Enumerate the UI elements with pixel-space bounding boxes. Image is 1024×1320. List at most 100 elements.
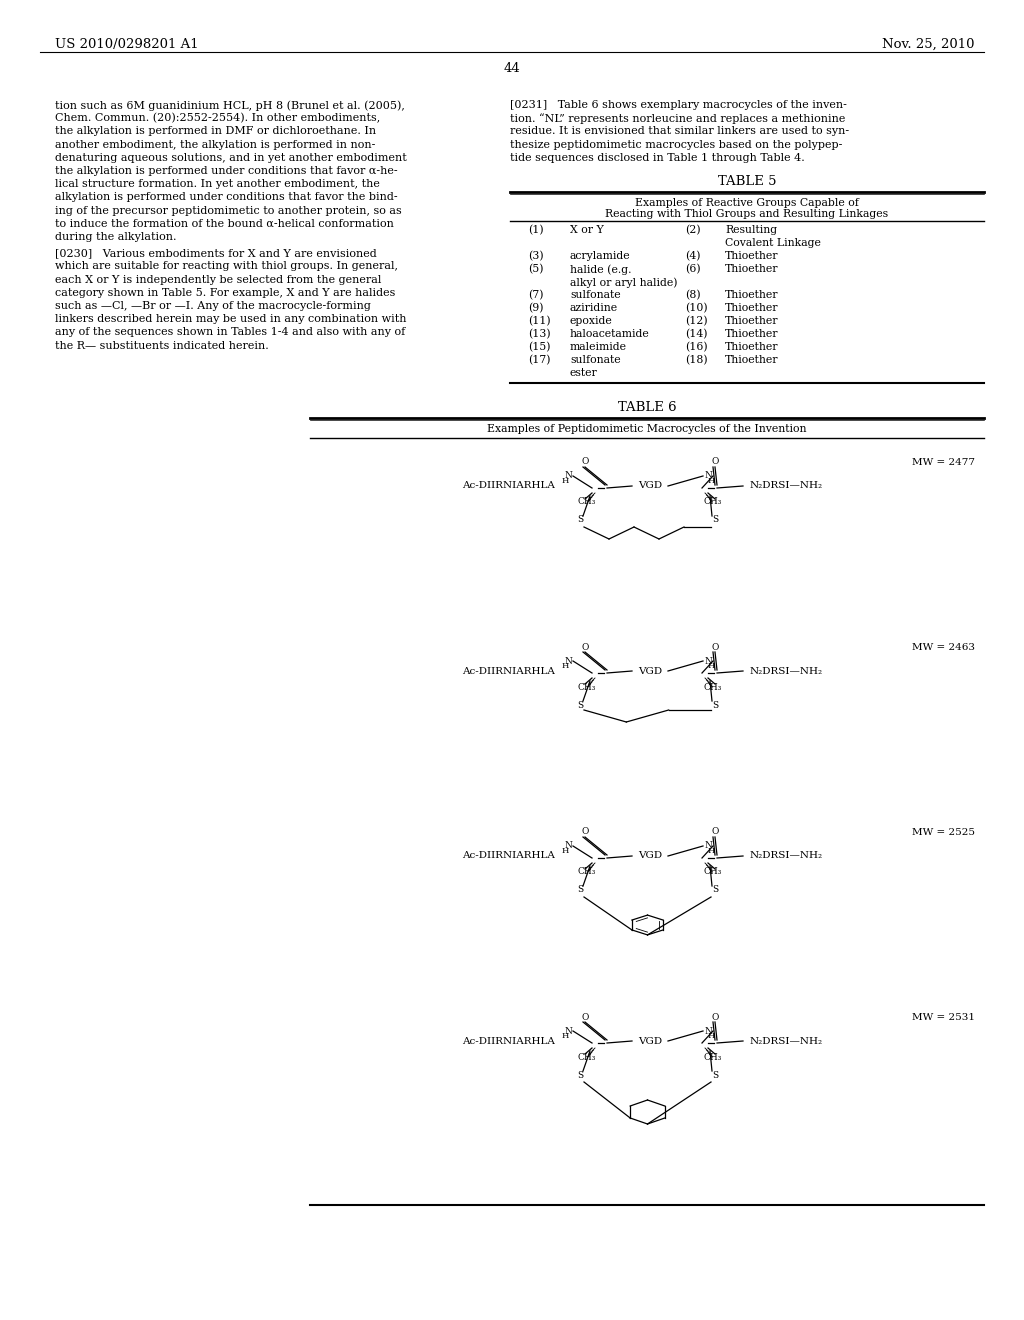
Text: [0230]   Various embodiments for X and Y are envisioned: [0230] Various embodiments for X and Y a… <box>55 248 377 259</box>
Text: tide sequences disclosed in Table 1 through Table 4.: tide sequences disclosed in Table 1 thro… <box>510 153 805 162</box>
Text: [0231]   Table 6 shows exemplary macrocycles of the inven-: [0231] Table 6 shows exemplary macrocycl… <box>510 100 847 110</box>
Text: CH₃: CH₃ <box>578 1052 596 1061</box>
Text: (4): (4) <box>685 251 700 261</box>
Text: haloacetamide: haloacetamide <box>570 329 650 339</box>
Text: Examples of Reactive Groups Capable of: Examples of Reactive Groups Capable of <box>635 198 859 209</box>
Text: ing of the precursor peptidomimetic to another protein, so as: ing of the precursor peptidomimetic to a… <box>55 206 401 215</box>
Text: S: S <box>712 701 718 710</box>
Text: epoxide: epoxide <box>570 315 612 326</box>
Text: S: S <box>577 516 583 524</box>
Text: Nov. 25, 2010: Nov. 25, 2010 <box>883 38 975 51</box>
Text: Reacting with Thiol Groups and Resulting Linkages: Reacting with Thiol Groups and Resulting… <box>605 209 889 219</box>
Text: (6): (6) <box>685 264 700 275</box>
Text: X or Y: X or Y <box>570 224 604 235</box>
Text: category shown in Table 5. For example, X and Y are halides: category shown in Table 5. For example, … <box>55 288 395 298</box>
Text: (1): (1) <box>528 224 544 235</box>
Text: (16): (16) <box>685 342 708 352</box>
Text: S: S <box>712 886 718 895</box>
Text: (5): (5) <box>528 264 544 275</box>
Text: H: H <box>708 847 715 855</box>
Text: O: O <box>712 828 719 837</box>
Text: (2): (2) <box>685 224 700 235</box>
Text: N₂DRSI—NH₂: N₂DRSI—NH₂ <box>750 482 823 491</box>
Text: the R— substituents indicated herein.: the R— substituents indicated herein. <box>55 341 268 351</box>
Text: the alkylation is performed in DMF or dichloroethane. In: the alkylation is performed in DMF or di… <box>55 127 376 136</box>
Text: maleimide: maleimide <box>570 342 627 352</box>
Text: H: H <box>561 477 568 484</box>
Text: (9): (9) <box>528 304 544 313</box>
Text: sulfonate: sulfonate <box>570 355 621 366</box>
Text: VGD: VGD <box>638 482 663 491</box>
Text: H: H <box>708 477 715 484</box>
Text: halide (e.g.: halide (e.g. <box>570 264 632 275</box>
Text: O: O <box>582 458 589 466</box>
Text: CH₃: CH₃ <box>703 498 722 507</box>
Text: aziridine: aziridine <box>570 304 618 313</box>
Text: N: N <box>564 1027 572 1035</box>
Text: Thioether: Thioether <box>725 355 778 366</box>
Text: S: S <box>712 1071 718 1080</box>
Text: VGD: VGD <box>638 851 663 861</box>
Text: O: O <box>582 828 589 837</box>
Text: Thioether: Thioether <box>725 290 778 300</box>
Text: Ac-DIIRNIARHLA: Ac-DIIRNIARHLA <box>462 667 555 676</box>
Text: to induce the formation of the bound α-helical conformation: to induce the formation of the bound α-h… <box>55 219 394 228</box>
Text: (3): (3) <box>528 251 544 261</box>
Text: CH₃: CH₃ <box>703 867 722 876</box>
Text: MW = 2531: MW = 2531 <box>912 1012 975 1022</box>
Text: during the alkylation.: during the alkylation. <box>55 232 176 242</box>
Text: VGD: VGD <box>638 1036 663 1045</box>
Text: N: N <box>564 842 572 850</box>
Text: TABLE 5: TABLE 5 <box>718 176 776 187</box>
Text: (11): (11) <box>528 315 551 326</box>
Text: O: O <box>712 1012 719 1022</box>
Text: Ac-DIIRNIARHLA: Ac-DIIRNIARHLA <box>462 851 555 861</box>
Text: CH₃: CH₃ <box>578 498 596 507</box>
Text: N: N <box>705 656 712 665</box>
Text: alkyl or aryl halide): alkyl or aryl halide) <box>570 277 678 288</box>
Text: N₂DRSI—NH₂: N₂DRSI—NH₂ <box>750 851 823 861</box>
Text: (17): (17) <box>528 355 551 366</box>
Text: N: N <box>564 471 572 480</box>
Text: which are suitable for reacting with thiol groups. In general,: which are suitable for reacting with thi… <box>55 261 398 272</box>
Text: S: S <box>577 886 583 895</box>
Text: O: O <box>582 643 589 652</box>
Text: MW = 2463: MW = 2463 <box>912 643 975 652</box>
Text: N: N <box>705 842 712 850</box>
Text: S: S <box>577 1071 583 1080</box>
Text: any of the sequences shown in Tables 1-4 and also with any of: any of the sequences shown in Tables 1-4… <box>55 327 406 338</box>
Text: N₂DRSI—NH₂: N₂DRSI—NH₂ <box>750 1036 823 1045</box>
Text: Thioether: Thioether <box>725 315 778 326</box>
Text: CH₃: CH₃ <box>703 1052 722 1061</box>
Text: N: N <box>705 471 712 480</box>
Text: MW = 2477: MW = 2477 <box>912 458 975 467</box>
Text: O: O <box>582 1012 589 1022</box>
Text: Thioether: Thioether <box>725 264 778 275</box>
Text: H: H <box>561 663 568 671</box>
Text: such as —Cl, —Br or —I. Any of the macrocycle-forming: such as —Cl, —Br or —I. Any of the macro… <box>55 301 371 312</box>
Text: acrylamide: acrylamide <box>570 251 631 261</box>
Text: VGD: VGD <box>638 667 663 676</box>
Text: O: O <box>712 458 719 466</box>
Text: thesize peptidomimetic macrocycles based on the polypep-: thesize peptidomimetic macrocycles based… <box>510 140 843 149</box>
Text: lical structure formation. In yet another embodiment, the: lical structure formation. In yet anothe… <box>55 180 380 189</box>
Text: S: S <box>712 516 718 524</box>
Text: the alkylation is performed under conditions that favor α-he-: the alkylation is performed under condit… <box>55 166 397 176</box>
Text: sulfonate: sulfonate <box>570 290 621 300</box>
Text: Ac-DIIRNIARHLA: Ac-DIIRNIARHLA <box>462 1036 555 1045</box>
Text: O: O <box>712 643 719 652</box>
Text: H: H <box>561 1032 568 1040</box>
Text: tion. “NL” represents norleucine and replaces a methionine: tion. “NL” represents norleucine and rep… <box>510 114 846 124</box>
Text: linkers described herein may be used in any combination with: linkers described herein may be used in … <box>55 314 407 325</box>
Text: 44: 44 <box>504 62 520 75</box>
Text: (12): (12) <box>685 315 708 326</box>
Text: H: H <box>708 663 715 671</box>
Text: N: N <box>564 656 572 665</box>
Text: Resulting: Resulting <box>725 224 777 235</box>
Text: denaturing aqueous solutions, and in yet another embodiment: denaturing aqueous solutions, and in yet… <box>55 153 407 162</box>
Text: (10): (10) <box>685 304 708 313</box>
Text: ester: ester <box>570 368 598 378</box>
Text: (14): (14) <box>685 329 708 339</box>
Text: Examples of Peptidomimetic Macrocycles of the Invention: Examples of Peptidomimetic Macrocycles o… <box>487 424 807 434</box>
Text: another embodiment, the alkylation is performed in non-: another embodiment, the alkylation is pe… <box>55 140 376 149</box>
